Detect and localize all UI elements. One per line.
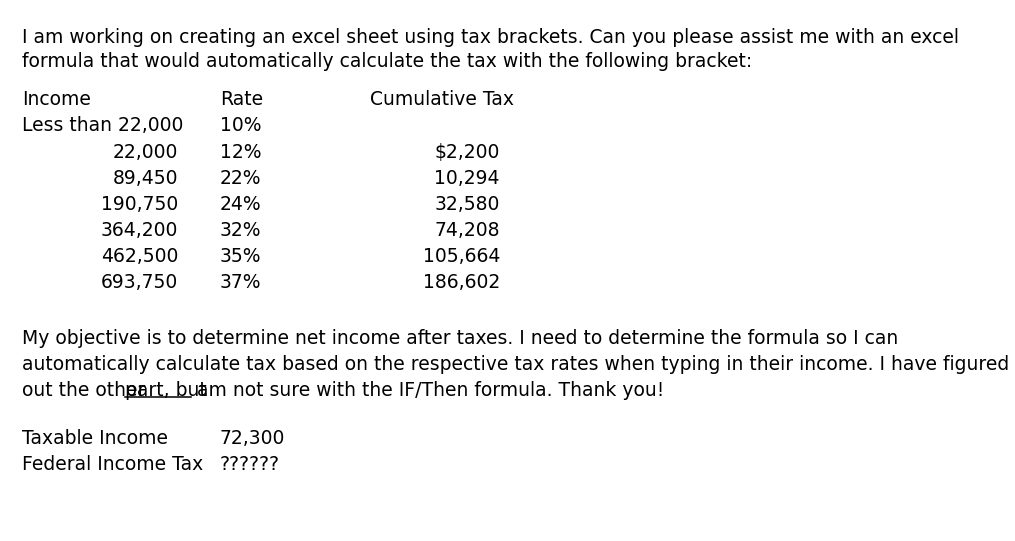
- Text: $2,200: $2,200: [434, 143, 500, 162]
- Text: 32%: 32%: [220, 221, 262, 240]
- Text: 462,500: 462,500: [100, 247, 178, 266]
- Text: Rate: Rate: [220, 90, 263, 109]
- Text: out the other: out the other: [22, 381, 151, 400]
- Text: ??????: ??????: [220, 455, 280, 474]
- Text: 22,000: 22,000: [113, 143, 178, 162]
- Text: Cumulative Tax: Cumulative Tax: [370, 90, 514, 109]
- Text: 22%: 22%: [220, 169, 262, 188]
- Text: Income: Income: [22, 90, 91, 109]
- Text: 74,208: 74,208: [434, 221, 500, 240]
- Text: 37%: 37%: [220, 273, 262, 292]
- Text: 190,750: 190,750: [100, 195, 178, 214]
- Text: am not sure with the IF/Then formula. Thank you!: am not sure with the IF/Then formula. Th…: [191, 381, 665, 400]
- Text: 10,294: 10,294: [434, 169, 500, 188]
- Text: part, but: part, but: [125, 381, 207, 400]
- Text: 72,300: 72,300: [220, 429, 285, 448]
- Text: 105,664: 105,664: [422, 247, 500, 266]
- Text: Less than 22,000: Less than 22,000: [22, 116, 184, 135]
- Text: 24%: 24%: [220, 195, 262, 214]
- Text: Taxable Income: Taxable Income: [22, 429, 168, 448]
- Text: 32,580: 32,580: [434, 195, 500, 214]
- Text: 10%: 10%: [220, 116, 262, 135]
- Text: 89,450: 89,450: [113, 169, 178, 188]
- Text: 12%: 12%: [220, 143, 262, 162]
- Text: I am working on creating an excel sheet using tax brackets. Can you please assis: I am working on creating an excel sheet …: [22, 28, 959, 47]
- Text: 693,750: 693,750: [100, 273, 178, 292]
- Text: Federal Income Tax: Federal Income Tax: [22, 455, 203, 474]
- Text: 35%: 35%: [220, 247, 262, 266]
- Text: 186,602: 186,602: [423, 273, 500, 292]
- Text: automatically calculate tax based on the respective tax rates when typing in the: automatically calculate tax based on the…: [22, 355, 1009, 374]
- Text: formula that would automatically calculate the tax with the following bracket:: formula that would automatically calcula…: [22, 52, 752, 71]
- Text: My objective is to determine net income after taxes. I need to determine the for: My objective is to determine net income …: [22, 329, 898, 348]
- Text: 364,200: 364,200: [100, 221, 178, 240]
